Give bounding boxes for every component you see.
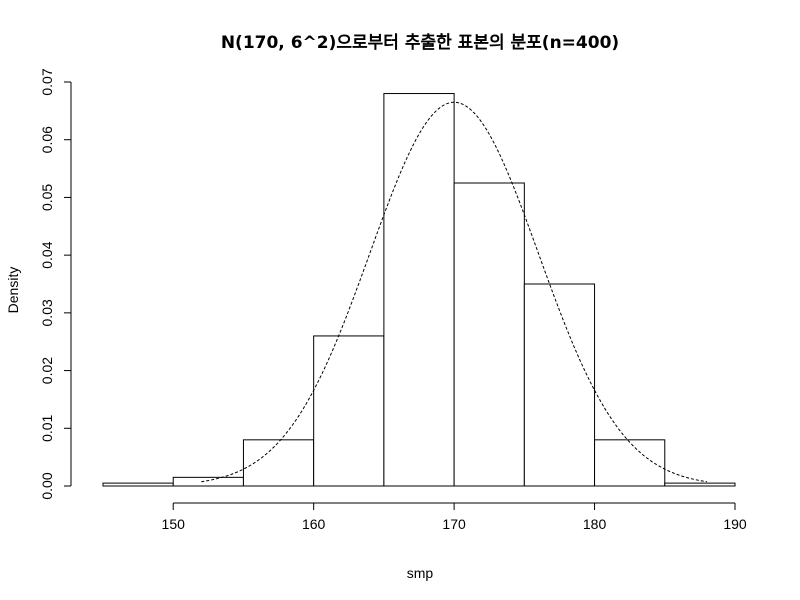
histogram-bar bbox=[664, 482, 736, 487]
x-axis-label: smp bbox=[407, 565, 434, 581]
x-tick-label: 180 bbox=[583, 516, 607, 532]
x-tick-label: 160 bbox=[302, 516, 326, 532]
x-tick-label: 170 bbox=[442, 516, 466, 532]
y-tick-label: 0.03 bbox=[39, 299, 55, 326]
y-axis: 0.00 0.01 0.02 0.03 0.04 0.05 0.06 0.07 bbox=[39, 68, 72, 500]
y-tick-label: 0.01 bbox=[39, 414, 55, 441]
chart-title: N(170, 6^2)으로부터 추출한 표본의 분포(n=400) bbox=[221, 33, 619, 53]
histogram-bar bbox=[313, 335, 385, 487]
normal-density-curve bbox=[201, 101, 707, 483]
x-tick-label: 190 bbox=[723, 516, 747, 532]
histogram-bar bbox=[594, 439, 666, 487]
y-tick-label: 0.05 bbox=[39, 184, 55, 211]
histogram-bar bbox=[172, 476, 244, 487]
histogram-bar bbox=[383, 93, 455, 487]
y-tick-label: 0.04 bbox=[39, 241, 55, 268]
y-tick-label: 0.07 bbox=[39, 68, 55, 95]
histogram-bars bbox=[102, 93, 736, 487]
histogram-bar bbox=[453, 182, 525, 487]
y-tick-label: 0.00 bbox=[39, 472, 55, 499]
x-axis: 150 160 170 180 190 bbox=[162, 502, 747, 532]
y-tick-label: 0.02 bbox=[39, 357, 55, 384]
histogram-bar bbox=[523, 283, 596, 487]
x-tick-label: 150 bbox=[162, 516, 186, 532]
histogram-bar bbox=[102, 482, 174, 487]
y-tick-label: 0.06 bbox=[39, 126, 55, 153]
y-axis-label: Density bbox=[5, 267, 21, 314]
